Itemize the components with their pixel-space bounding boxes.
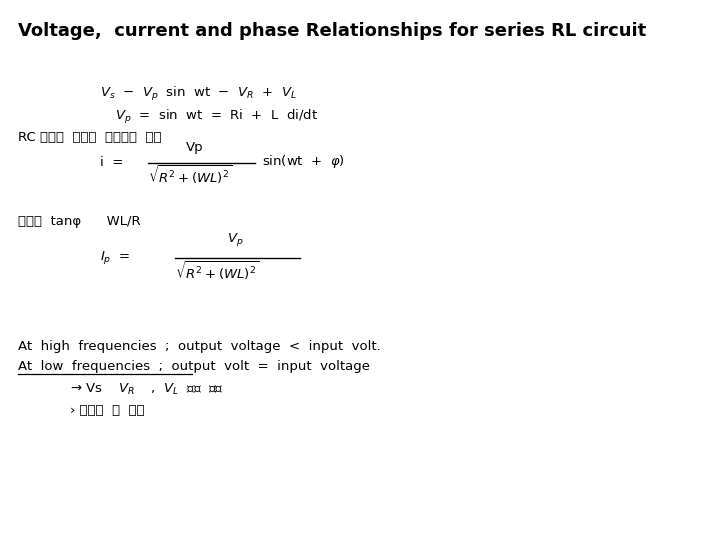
- Text: i  =: i =: [100, 156, 123, 168]
- Text: Voltage,  current and phase Relationships for series RL circuit: Voltage, current and phase Relationships…: [18, 22, 647, 40]
- Text: $\sqrt{R^2 + (WL)^2}$: $\sqrt{R^2 + (WL)^2}$: [175, 260, 259, 282]
- Text: $V_p$  =  sin  wt  =  Ri  +  L  di/dt: $V_p$ = sin wt = Ri + L di/dt: [115, 108, 318, 126]
- Text: At  low  frequencies  ;  output  volt  =  input  voltage: At low frequencies ; output volt = input…: [18, 360, 370, 373]
- Text: $\sqrt{R^2 + (WL)^2}$: $\sqrt{R^2 + (WL)^2}$: [148, 164, 232, 186]
- Text: › 전류가  잘  흐름: › 전류가 잘 흐름: [70, 404, 145, 417]
- Text: $I_p$  =: $I_p$ =: [100, 249, 130, 267]
- Text: Vp: Vp: [186, 141, 204, 154]
- Text: $V_s$  $-$  $V_p$  sin  wt  $-$  $V_R$  +  $V_L$: $V_s$ $-$ $V_p$ sin wt $-$ $V_R$ + $V_L$: [100, 85, 297, 103]
- Text: RC 회로외  유시한  방닙으로  풀면: RC 회로외 유시한 방닙으로 풀면: [18, 131, 161, 144]
- Text: $V_p$: $V_p$: [227, 231, 243, 248]
- Text: sin(wt  +  $\varphi$): sin(wt + $\varphi$): [262, 153, 345, 171]
- Text: At  high  frequencies  ;  output  voltage  <  input  volt.: At high frequencies ; output voltage < i…: [18, 340, 381, 353]
- Text: → Vs    $V_R$    ,  $V_L$  서의  두시: → Vs $V_R$ , $V_L$ 서의 두시: [70, 382, 224, 397]
- Text: 여기시  tanφ      WL/R: 여기시 tanφ WL/R: [18, 215, 140, 228]
